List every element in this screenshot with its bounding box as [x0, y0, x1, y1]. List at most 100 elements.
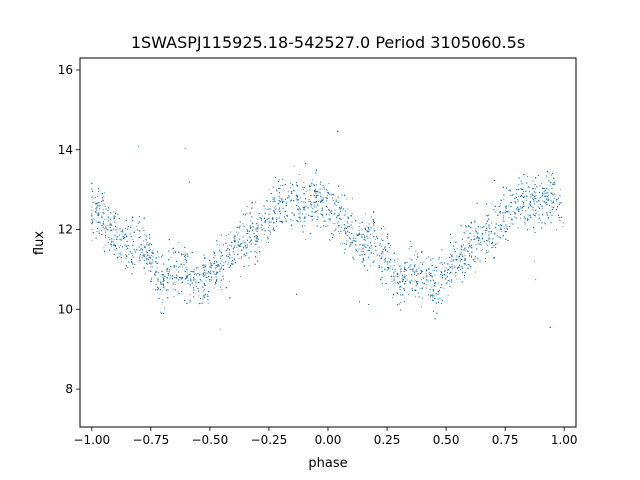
data-point [465, 230, 467, 232]
data-point [448, 273, 450, 275]
data-point [334, 202, 336, 204]
data-point [92, 220, 94, 222]
data-point [367, 226, 369, 228]
data-point [130, 233, 131, 235]
data-point [332, 222, 334, 224]
data-point [120, 239, 122, 241]
data-point [304, 209, 306, 211]
data-point [445, 282, 447, 284]
data-point [546, 196, 548, 198]
data-point [399, 281, 401, 283]
data-point [164, 280, 165, 282]
data-point [192, 291, 194, 293]
data-point [460, 269, 462, 270]
data-point [169, 278, 171, 280]
data-point [177, 290, 179, 292]
data-point [203, 272, 205, 274]
data-point [103, 196, 105, 198]
data-point [548, 172, 550, 174]
data-points [91, 130, 564, 330]
data-point [320, 227, 322, 228]
data-point [223, 262, 225, 264]
data-point [127, 267, 129, 269]
data-point [151, 279, 152, 281]
data-point [193, 279, 195, 281]
data-point [334, 209, 336, 211]
data-point [321, 215, 323, 216]
data-point [387, 237, 389, 239]
data-point [261, 224, 262, 226]
data-point [273, 223, 275, 225]
data-point [475, 244, 477, 246]
data-point [203, 275, 205, 277]
data-point [115, 229, 117, 231]
data-point [93, 197, 95, 199]
data-point [310, 200, 311, 202]
data-point [529, 204, 531, 206]
data-point [433, 274, 435, 276]
data-point [166, 268, 167, 270]
data-point [182, 266, 183, 268]
data-point [410, 279, 412, 281]
data-point [105, 226, 106, 228]
data-point [172, 277, 173, 279]
data-point [95, 203, 97, 205]
data-point [112, 244, 114, 246]
data-point [432, 299, 434, 301]
data-point [179, 266, 181, 268]
data-point [315, 206, 317, 208]
data-point [162, 299, 164, 301]
data-point [98, 230, 100, 232]
data-point [406, 279, 408, 281]
data-point [269, 233, 271, 235]
data-point [528, 203, 530, 205]
data-point [486, 243, 488, 245]
data-point [451, 263, 453, 265]
data-point [532, 194, 533, 196]
data-point [152, 266, 154, 268]
data-point [481, 234, 483, 236]
data-point [374, 242, 376, 244]
data-point [261, 217, 263, 219]
data-point [278, 217, 280, 219]
data-point [275, 213, 277, 215]
data-point [486, 245, 488, 247]
data-point [410, 240, 411, 242]
data-point [349, 245, 351, 247]
data-point [421, 306, 423, 308]
data-point [143, 245, 145, 247]
data-point [303, 189, 305, 191]
data-point [465, 249, 467, 251]
data-point [420, 288, 422, 290]
data-point [143, 255, 145, 257]
data-point [359, 222, 361, 224]
data-point [205, 272, 207, 274]
data-point [204, 274, 206, 276]
data-point [364, 237, 366, 239]
data-point [144, 254, 146, 256]
data-point [413, 254, 415, 256]
data-point [394, 261, 396, 263]
data-point [506, 239, 508, 241]
data-point [351, 198, 353, 200]
data-point [107, 219, 109, 221]
data-point [266, 200, 268, 202]
data-point [515, 192, 517, 194]
data-point [291, 206, 293, 208]
data-point [514, 201, 516, 202]
data-point [133, 248, 135, 250]
data-point [242, 240, 244, 242]
data-point [137, 223, 139, 225]
data-point [328, 183, 330, 184]
data-point [148, 255, 150, 257]
data-point [431, 275, 433, 277]
data-point [227, 261, 229, 263]
data-point [198, 303, 200, 305]
data-point [279, 216, 281, 218]
data-point [229, 244, 231, 246]
data-point [328, 208, 330, 210]
data-point [98, 191, 100, 192]
data-point [457, 267, 459, 269]
data-point [131, 245, 133, 247]
